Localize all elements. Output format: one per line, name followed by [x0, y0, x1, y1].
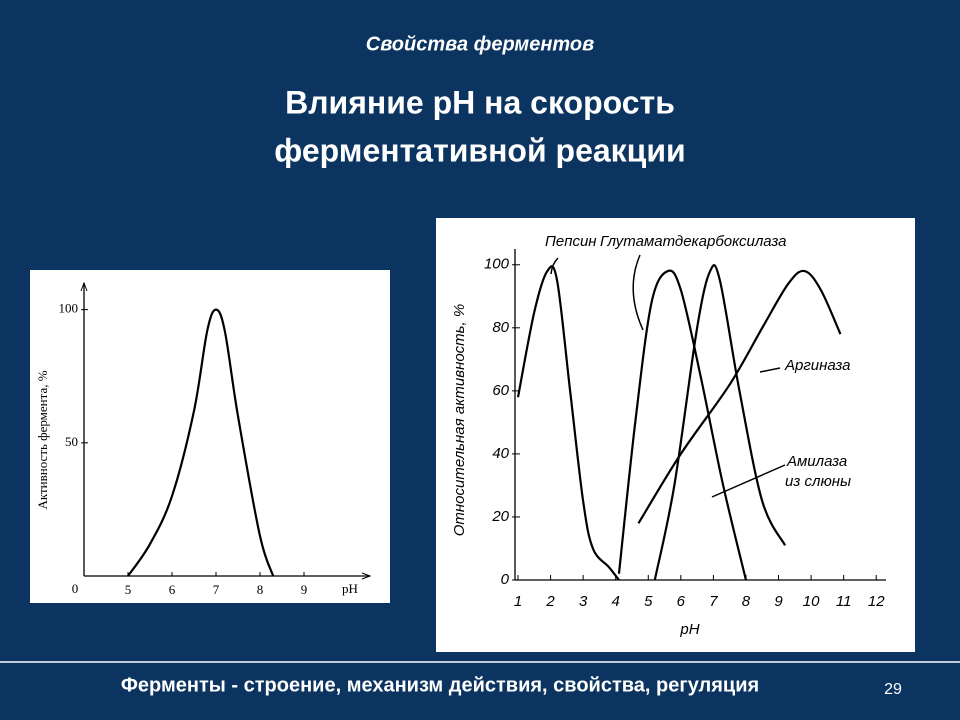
series-annotation: Глутаматдекарбоксилаза: [600, 233, 786, 250]
chart-panel: [30, 270, 390, 603]
page-number: 29: [884, 681, 902, 698]
series-annotation: Амилаза из слюны: [785, 453, 851, 490]
x-axis-label: pH: [342, 581, 358, 596]
x-axis-label: pH: [679, 621, 699, 638]
x-tick-label: 5: [644, 593, 653, 610]
x-tick-label: 7: [213, 582, 220, 597]
y-tick-label: 60: [492, 382, 509, 399]
arrow: [759, 367, 781, 373]
x-tick-label: 8: [742, 593, 751, 610]
y-tick-label: 40: [492, 445, 509, 462]
x-tick-label: 7: [709, 593, 718, 610]
data-line: [516, 265, 620, 581]
title-line: Влияние pH на скорость: [285, 84, 675, 120]
data-line: [637, 269, 842, 524]
x-tick-label: 9: [301, 582, 308, 597]
y-tick-label: 0: [501, 571, 510, 588]
series-annotation: Пепсин: [545, 233, 597, 250]
x-tick-label: 10: [803, 593, 820, 610]
data-line: [127, 308, 275, 577]
y-tick-label: 100: [484, 256, 510, 273]
footer-text: Ферменты - строение, механизм действия, …: [121, 674, 759, 696]
y-tick-label: 20: [491, 508, 509, 525]
y-tick-label: 100: [59, 301, 79, 316]
x-tick-label: 11: [836, 593, 852, 610]
arrow: [550, 257, 559, 275]
y-axis-label: Активность фермента, %: [35, 370, 50, 509]
data-line: [617, 269, 748, 581]
x-tick-label: 2: [545, 593, 555, 610]
axis-arrow: [80, 281, 88, 292]
x-tick-label: 3: [579, 593, 588, 610]
x-tick-label: 12: [868, 593, 885, 610]
y-tick-label: 80: [492, 319, 509, 336]
subtitle: Свойства ферментов: [366, 33, 594, 55]
x-tick-label: 9: [774, 593, 783, 610]
y-axis-label: Относительная активность, %: [451, 304, 468, 536]
x-tick-label: 1: [514, 593, 522, 610]
chart-2: 1 2 3 4 5 6 7 8 9 10 11 12020406080100pHОтносительн…: [451, 233, 886, 638]
series-annotation: Аргиназа: [784, 357, 851, 374]
data-line: [653, 264, 787, 581]
chart-1: 0 5 6 7 8 9 50 100 pH Активность фермента, %: [35, 281, 372, 597]
origin-label: 0: [72, 581, 79, 596]
x-tick-label: 6: [677, 593, 686, 610]
x-tick-label: 6: [169, 582, 176, 597]
y-tick-label: 50: [65, 434, 78, 449]
axis-arrow: [361, 572, 372, 580]
x-tick-label: 4: [612, 593, 620, 610]
title-line: ферментативной реакции: [274, 132, 685, 168]
arrow: [632, 254, 644, 331]
x-tick-label: 5: [125, 582, 132, 597]
x-tick-label: 8: [257, 582, 264, 597]
